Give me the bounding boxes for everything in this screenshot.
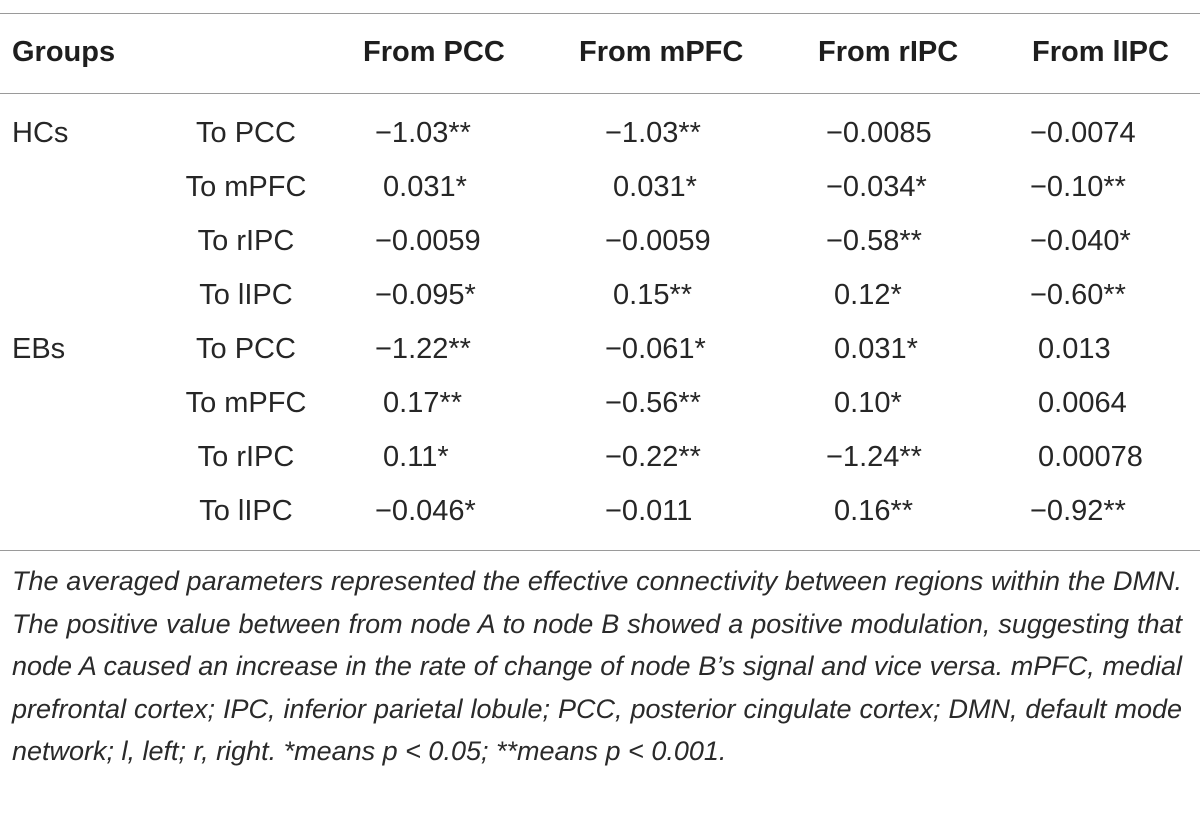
table-row: To lIPC −0.046* −0.011 0.16** −0.92** — [0, 484, 1200, 538]
table-row: To mPFC 0.031* 0.031* −0.034* −0.10** — [0, 160, 1200, 214]
cell-from-ripc: 0.031* — [826, 333, 918, 365]
cell-to-region: To PCC — [196, 117, 296, 149]
table-footnote: The averaged parameters represented the … — [12, 566, 1182, 766]
cell-from-lipc: −0.60** — [1030, 279, 1126, 311]
cell-from-mpfc: −1.03** — [605, 117, 701, 149]
table-top-rule — [0, 13, 1200, 14]
cell-group: HCs — [12, 117, 69, 149]
cell-from-ripc: −0.0085 — [826, 117, 932, 149]
table-row: EBs To PCC −1.22** −0.061* 0.031* 0.013 — [0, 322, 1200, 376]
cell-from-ripc: −1.24** — [826, 441, 922, 473]
cell-from-ripc: 0.16** — [826, 495, 914, 527]
cell-from-pcc: −1.22** — [375, 333, 471, 365]
header-from-ripc: From rIPC — [818, 36, 959, 68]
cell-from-pcc: −0.046* — [375, 495, 476, 527]
table-row: To mPFC 0.17** −0.56** 0.10* 0.0064 — [0, 376, 1200, 430]
header-from-pcc: From PCC — [363, 36, 505, 68]
cell-to-region: To mPFC — [185, 171, 307, 203]
header-from-mpfc: From mPFC — [579, 36, 744, 68]
cell-from-pcc: 0.17** — [375, 387, 463, 419]
cell-from-pcc: −0.0059 — [375, 225, 481, 257]
cell-from-ripc: 0.12* — [826, 279, 902, 311]
cell-from-pcc: 0.11* — [375, 441, 449, 473]
cell-from-lipc: 0.0064 — [1030, 387, 1127, 419]
cell-from-ripc: −0.58** — [826, 225, 922, 257]
cell-to-region: To PCC — [196, 333, 296, 365]
cell-from-mpfc: −0.061* — [605, 333, 706, 365]
cell-from-pcc: 0.031* — [375, 171, 467, 203]
table-row: To rIPC −0.0059 −0.0059 −0.58** −0.040* — [0, 214, 1200, 268]
cell-from-pcc: −1.03** — [375, 117, 471, 149]
cell-from-ripc: −0.034* — [826, 171, 927, 203]
cell-from-mpfc: 0.15** — [605, 279, 693, 311]
table-row: HCs To PCC −1.03** −1.03** −0.0085 −0.00… — [0, 106, 1200, 160]
cell-from-lipc: 0.00078 — [1030, 441, 1143, 473]
cell-from-lipc: −0.040* — [1030, 225, 1131, 257]
cell-from-lipc: −0.92** — [1030, 495, 1126, 527]
cell-to-region: To rIPC — [197, 441, 295, 473]
cell-from-mpfc: −0.0059 — [605, 225, 711, 257]
cell-to-region: To lIPC — [199, 279, 293, 311]
table-header-row: Groups From PCC From mPFC From rIPC From… — [0, 22, 1200, 82]
cell-from-lipc: −0.10** — [1030, 171, 1126, 203]
cell-from-ripc: 0.10* — [826, 387, 902, 419]
cell-to-region: To rIPC — [197, 225, 295, 257]
cell-from-mpfc: 0.031* — [605, 171, 697, 203]
cell-from-lipc: −0.0074 — [1030, 117, 1136, 149]
header-from-lipc: From lIPC — [1032, 36, 1169, 68]
cell-from-mpfc: −0.22** — [605, 441, 701, 473]
table-bottom-rule — [0, 550, 1200, 551]
table-header-rule — [0, 93, 1200, 94]
cell-to-region: To lIPC — [199, 495, 293, 527]
cell-from-pcc: −0.095* — [375, 279, 476, 311]
table-row: To lIPC −0.095* 0.15** 0.12* −0.60** — [0, 268, 1200, 322]
cell-from-mpfc: −0.011 — [605, 495, 693, 527]
table-row: To rIPC 0.11* −0.22** −1.24** 0.00078 — [0, 430, 1200, 484]
cell-group: EBs — [12, 333, 66, 365]
table-body: HCs To PCC −1.03** −1.03** −0.0085 −0.00… — [0, 106, 1200, 538]
cell-to-region: To mPFC — [185, 387, 307, 419]
header-groups: Groups — [12, 36, 116, 68]
cell-from-mpfc: −0.56** — [605, 387, 701, 419]
cell-from-lipc: 0.013 — [1030, 333, 1111, 365]
